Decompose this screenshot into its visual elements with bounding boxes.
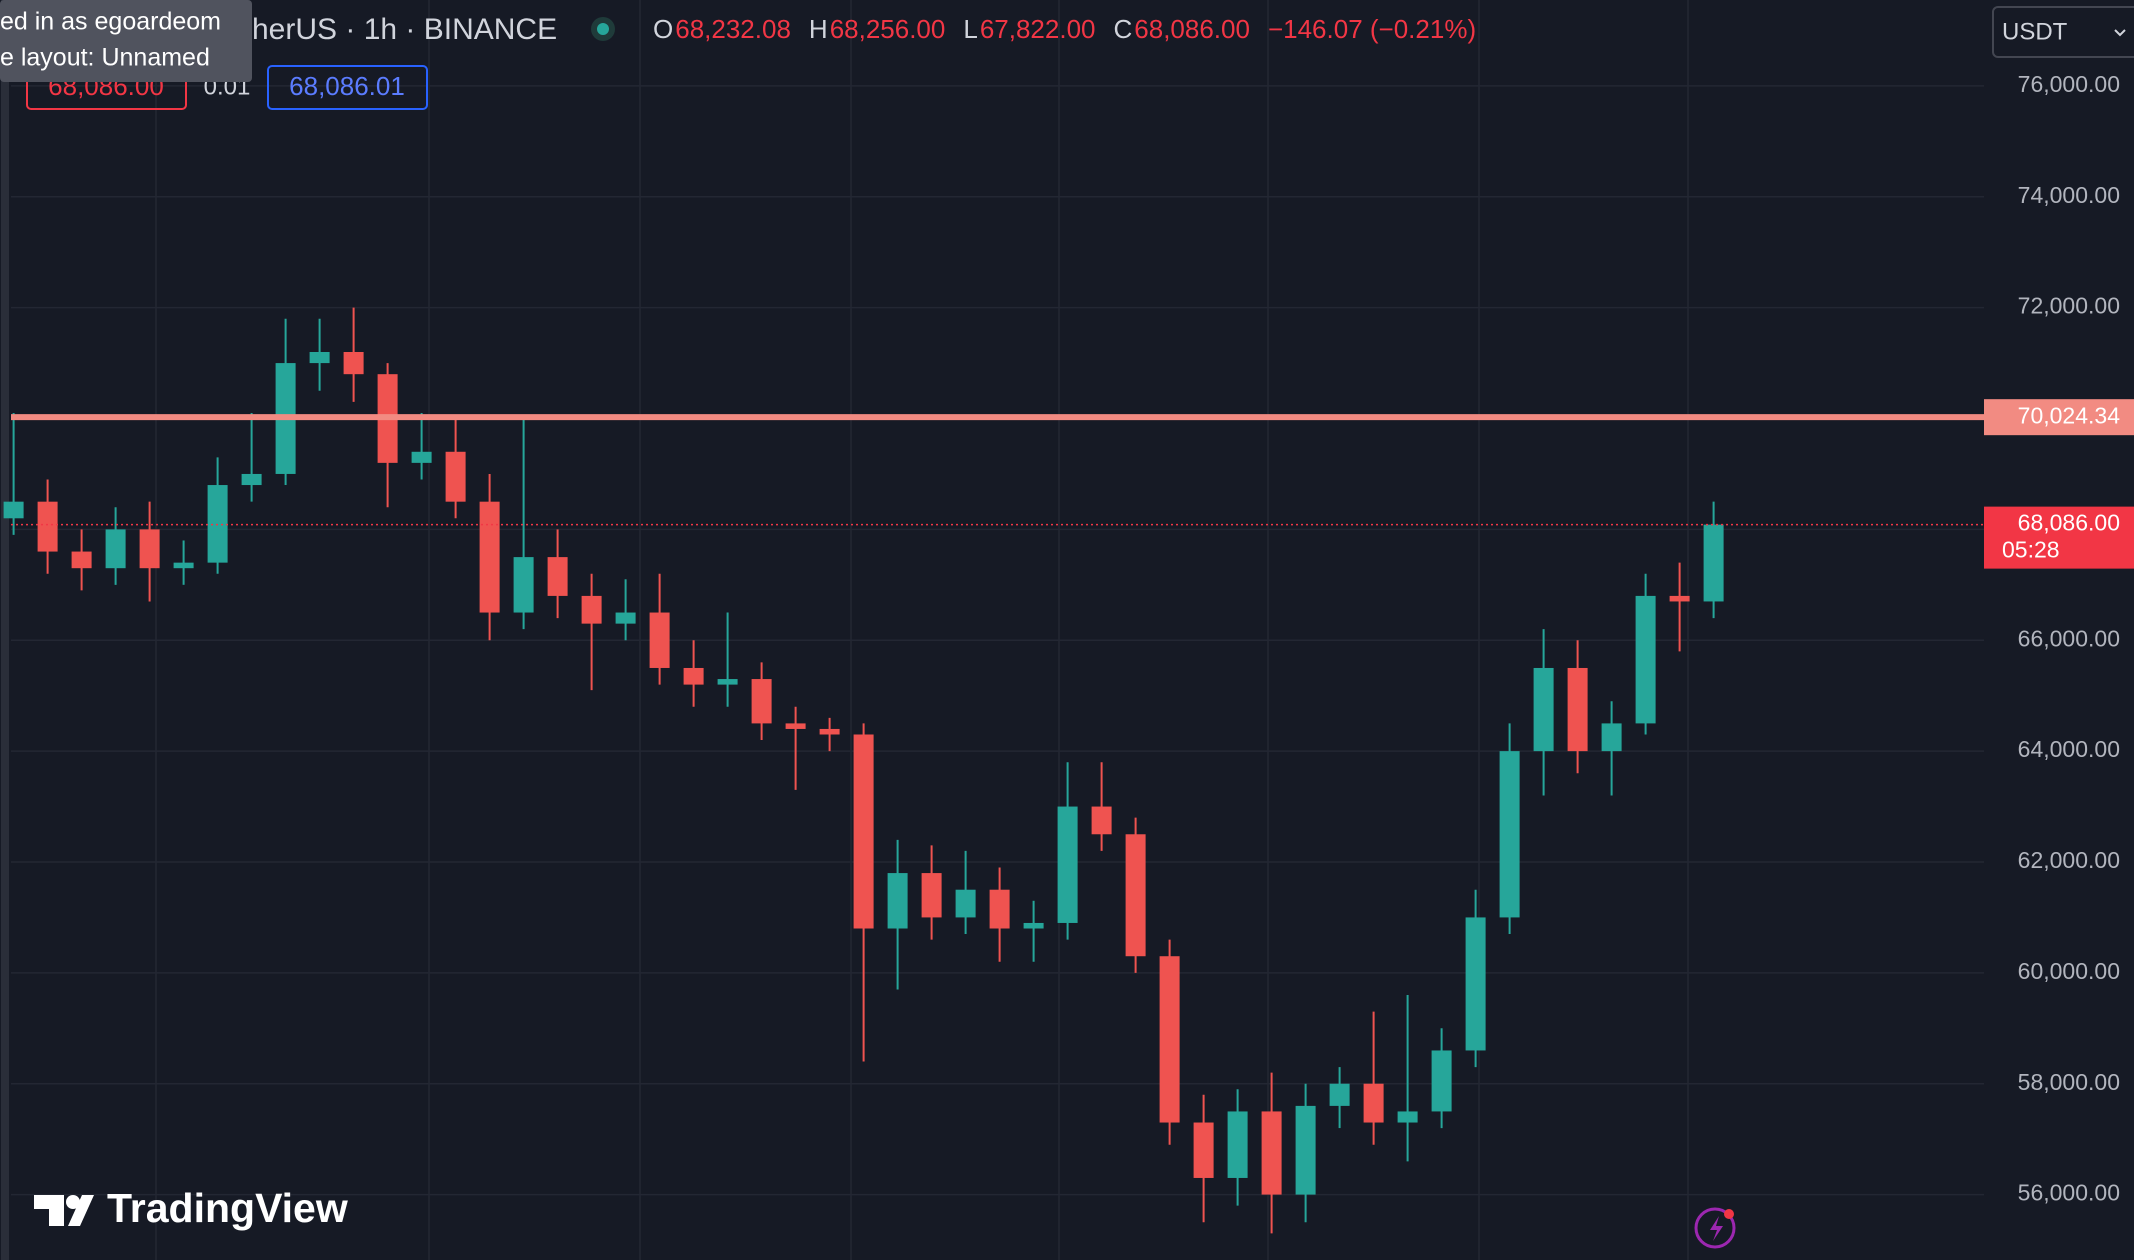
currency-label[interactable]: USDT bbox=[2002, 18, 2068, 45]
candle-body bbox=[615, 612, 636, 624]
price-axis bbox=[1984, 0, 2134, 1260]
y-tick-label: 66,000.00 bbox=[2018, 625, 2120, 651]
ohlc-key: H bbox=[809, 14, 828, 44]
candle-body bbox=[479, 501, 500, 613]
ohlc-value: 68,086.00 bbox=[1134, 14, 1250, 44]
ohlc-key: O bbox=[653, 14, 673, 44]
candle-body bbox=[1125, 834, 1146, 957]
candle-body bbox=[717, 679, 738, 685]
candle-body bbox=[1329, 1083, 1350, 1106]
tooltip-line: ed in as egoardeom bbox=[0, 8, 221, 36]
tooltip bbox=[0, 0, 252, 82]
last-price-label: 68,086.00 bbox=[2018, 510, 2120, 536]
candle-body bbox=[1533, 667, 1554, 752]
candle-body bbox=[1295, 1105, 1316, 1195]
candle-body bbox=[683, 667, 704, 685]
candle-body bbox=[241, 473, 262, 486]
candle-body bbox=[139, 529, 160, 569]
candle-body bbox=[309, 352, 330, 364]
candle-body bbox=[989, 889, 1010, 929]
candle-body bbox=[37, 501, 58, 552]
candle-body bbox=[411, 451, 432, 463]
y-tick-label: 74,000.00 bbox=[2018, 182, 2120, 208]
candle-body bbox=[1601, 723, 1622, 752]
candle-body bbox=[1431, 1050, 1452, 1112]
buy-button[interactable] bbox=[267, 65, 428, 110]
candle-body bbox=[751, 679, 772, 724]
y-tick-label: 64,000.00 bbox=[2018, 736, 2120, 762]
candle-body bbox=[1261, 1111, 1282, 1195]
candle-body bbox=[1193, 1122, 1214, 1178]
status-dot bbox=[597, 23, 609, 35]
candle-body bbox=[1057, 806, 1078, 923]
candle-body bbox=[1227, 1111, 1248, 1178]
candle-body bbox=[343, 352, 364, 375]
candle-body bbox=[1091, 806, 1112, 835]
horizontal-line-label-bg bbox=[1984, 399, 2134, 436]
currency-select[interactable] bbox=[1992, 6, 2134, 58]
candle-body bbox=[3, 501, 24, 519]
candle-body bbox=[1703, 524, 1724, 602]
candle-body bbox=[1567, 667, 1588, 752]
countdown-label: 05:28 bbox=[2002, 537, 2060, 563]
candle-body bbox=[71, 551, 92, 569]
ohlc-key: L bbox=[963, 14, 977, 44]
horizontal-line-label: 70,024.34 bbox=[2018, 402, 2121, 428]
logo-icon bbox=[34, 1195, 94, 1226]
logo-text: TradingView bbox=[107, 1185, 348, 1231]
badge bbox=[1724, 1209, 1734, 1219]
y-tick-label: 60,000.00 bbox=[2018, 958, 2120, 984]
candle-body bbox=[207, 485, 228, 563]
candle-body bbox=[887, 873, 908, 929]
candle-body bbox=[173, 562, 194, 569]
candle-body bbox=[921, 873, 942, 918]
ohlc-value: 68,232.08 bbox=[675, 14, 791, 44]
candle-body bbox=[547, 557, 568, 596]
candle-body bbox=[1499, 751, 1520, 918]
buy-price[interactable]: 68,086.01 bbox=[289, 71, 405, 101]
candle-body bbox=[1363, 1083, 1384, 1123]
candle-body bbox=[581, 595, 602, 624]
candle-body bbox=[1669, 595, 1690, 602]
tooltip-line: e layout: Unnamed bbox=[0, 44, 210, 72]
chevron bbox=[2114, 29, 2126, 37]
y-tick-label: 76,000.00 bbox=[2018, 71, 2120, 97]
alert-icon[interactable] bbox=[1694, 1207, 1736, 1249]
y-tick-label: 56,000.00 bbox=[2018, 1180, 2120, 1206]
candle-body bbox=[513, 557, 534, 613]
ohlc-change: −146.07 (−0.21%) bbox=[1268, 14, 1476, 44]
candle-body bbox=[1635, 595, 1656, 724]
candle-body bbox=[649, 612, 670, 668]
y-tick-label: 58,000.00 bbox=[2018, 1069, 2120, 1095]
candle-body bbox=[445, 451, 466, 502]
ohlc-value: 67,822.00 bbox=[980, 14, 1096, 44]
candle-body bbox=[853, 734, 874, 929]
candle-body bbox=[1397, 1111, 1418, 1123]
candle-body bbox=[819, 728, 840, 735]
candle-body bbox=[785, 723, 806, 729]
candle-body bbox=[1465, 917, 1486, 1051]
y-tick-label: 62,000.00 bbox=[2018, 847, 2120, 873]
candle-body bbox=[955, 889, 976, 918]
last-price-label-bg bbox=[1984, 506, 2134, 569]
ohlc-key: C bbox=[1114, 14, 1133, 44]
candle-body bbox=[1023, 922, 1044, 929]
candle-body bbox=[105, 529, 126, 569]
ohlc-value: 68,256.00 bbox=[830, 14, 946, 44]
candle-body bbox=[1159, 956, 1180, 1123]
bolt bbox=[1710, 1216, 1723, 1241]
y-tick-label: 72,000.00 bbox=[2018, 293, 2120, 319]
symbol-title[interactable]: herUS · 1h · BINANCE bbox=[252, 13, 557, 46]
